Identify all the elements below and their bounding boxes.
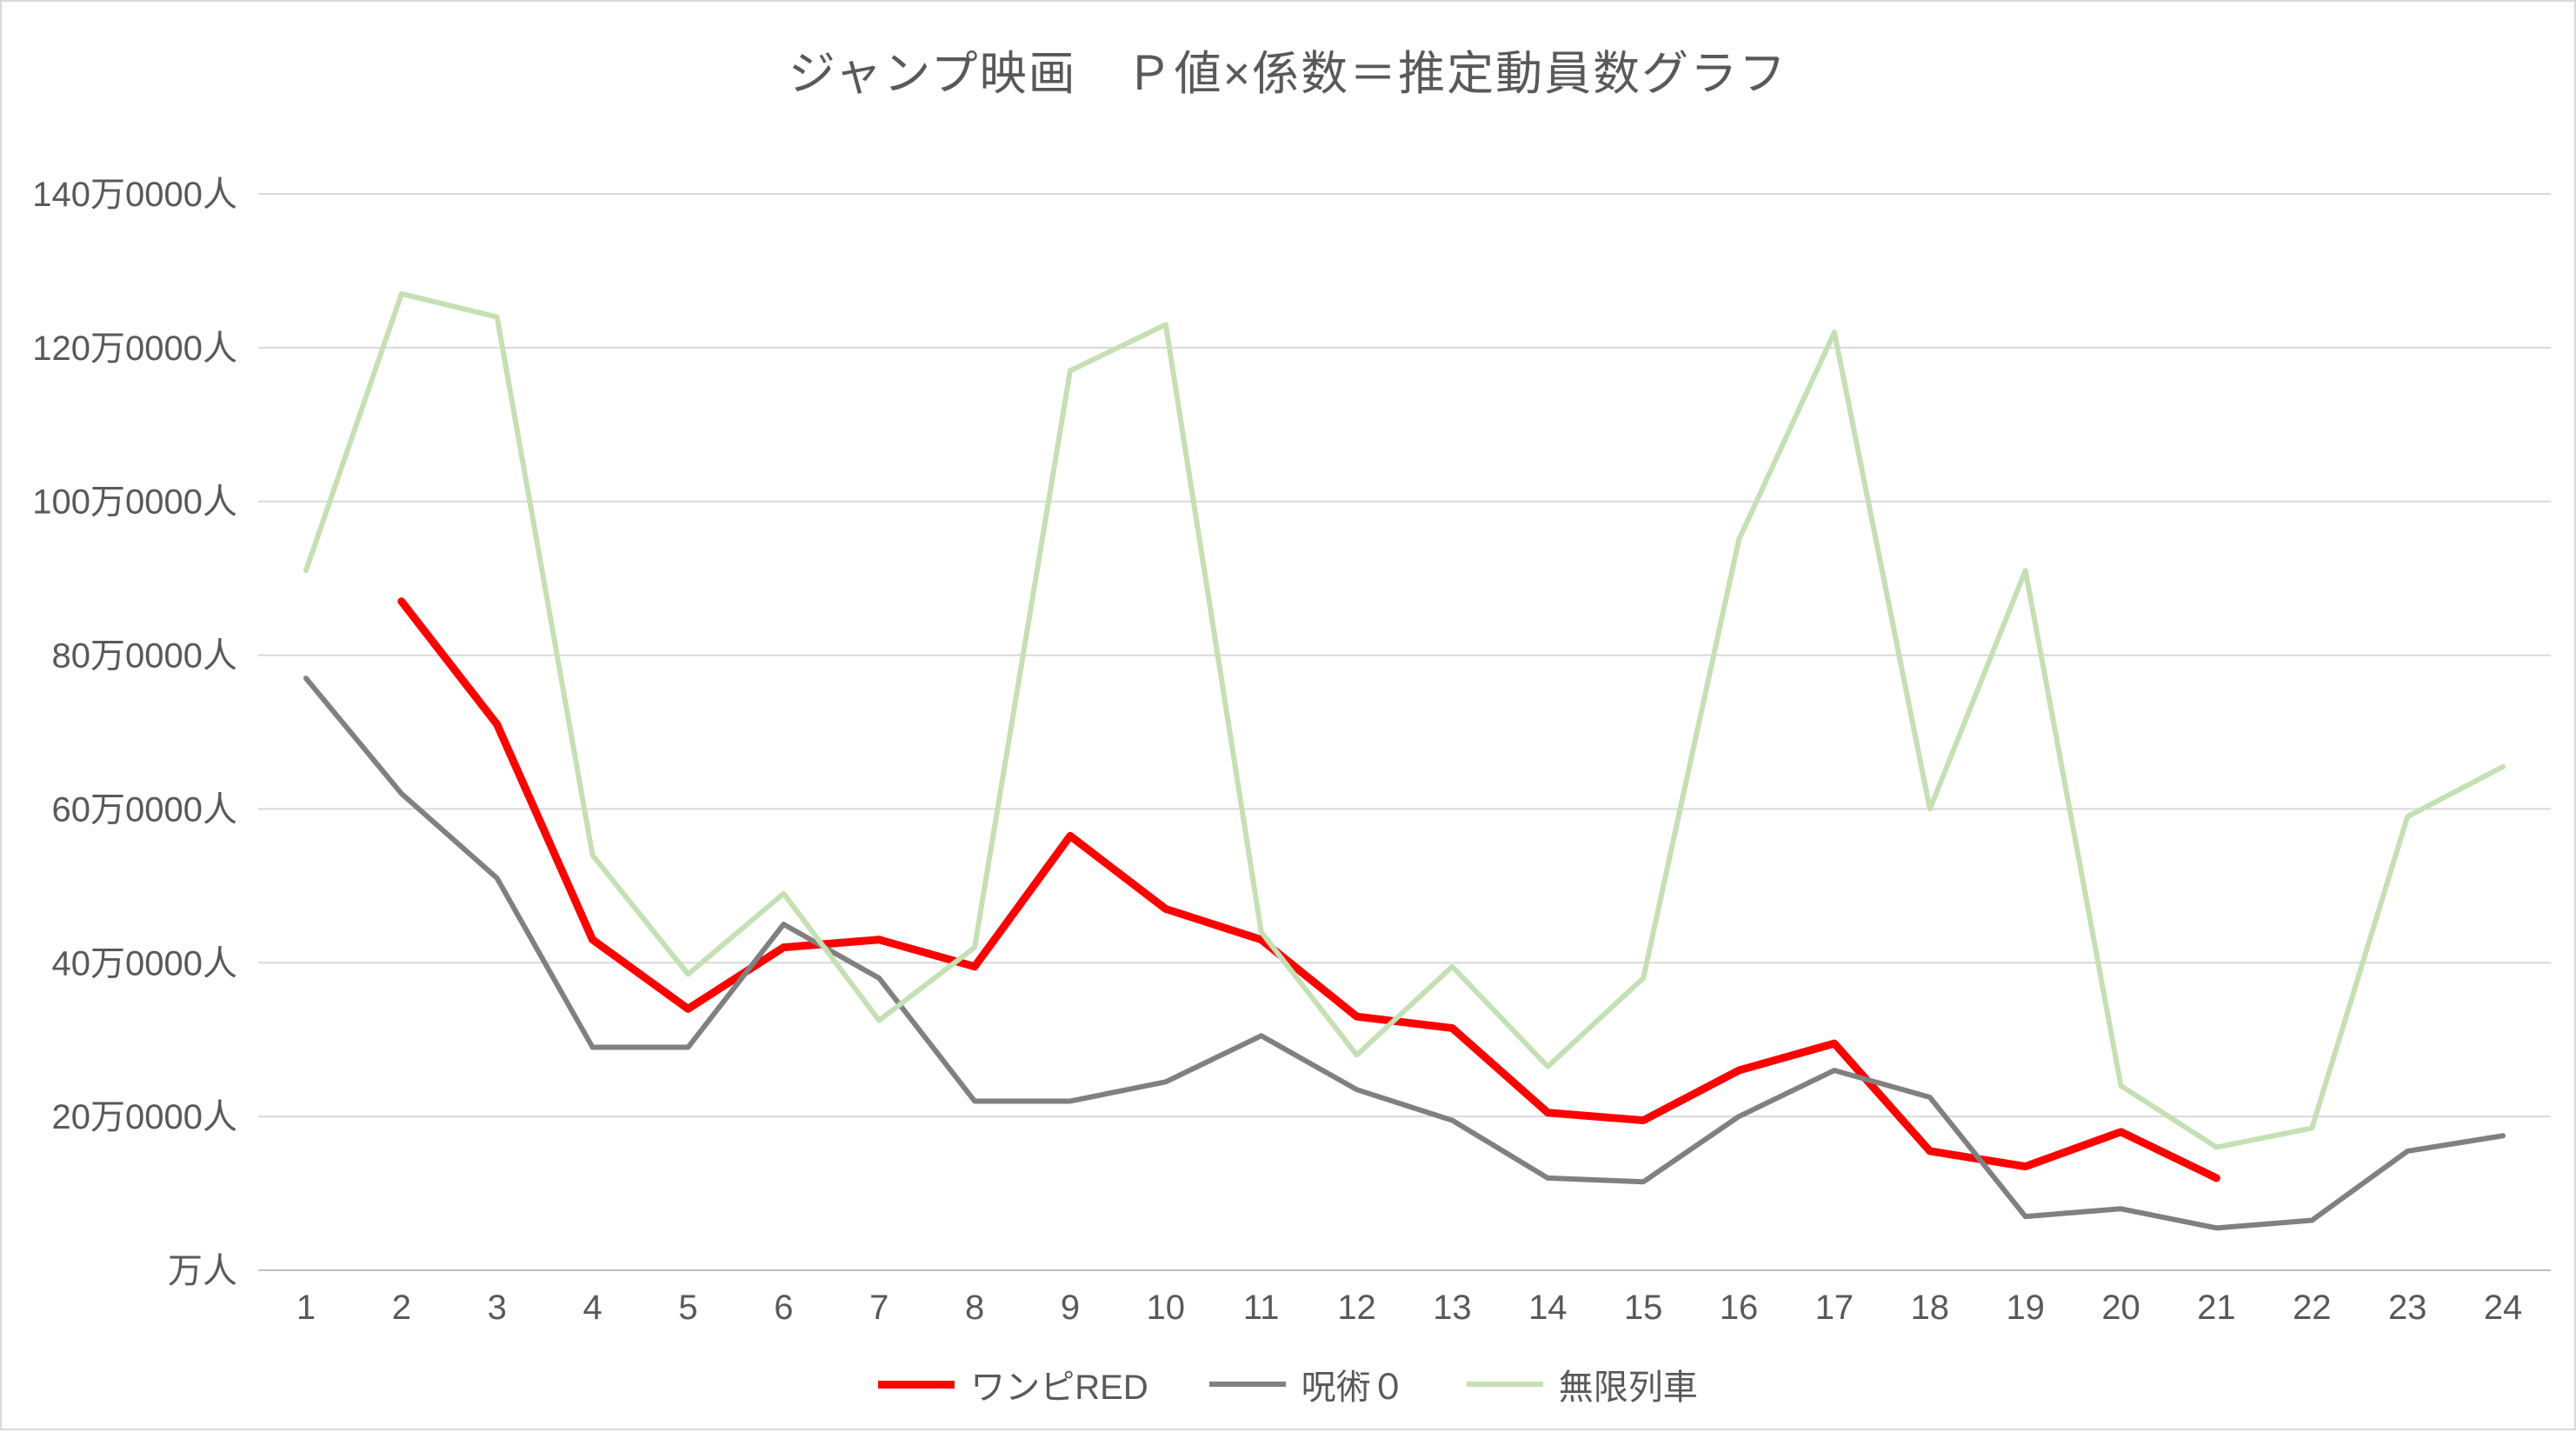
legend-label: 無限列車	[1558, 1369, 1698, 1407]
y-axis-label: 80万0000人	[52, 637, 237, 676]
x-axis-label: 10	[1147, 1289, 1186, 1327]
x-axis-label: 3	[488, 1289, 507, 1327]
legend-item-jujutsu-0: 呪術０	[1208, 1359, 1406, 1409]
x-axis-label: 1	[296, 1289, 316, 1327]
x-axis-label: 23	[2388, 1289, 2427, 1327]
x-axis-label: 15	[1624, 1289, 1663, 1327]
x-axis-label: 12	[1337, 1289, 1376, 1327]
y-axis-label: 100万0000人	[32, 483, 237, 522]
y-axis-label: 140万0000人	[32, 176, 237, 214]
x-axis-label: 9	[1061, 1289, 1080, 1327]
x-axis-label: 16	[1720, 1289, 1759, 1327]
y-axis-label: 万人	[168, 1252, 237, 1290]
legend-line-swatch	[1466, 1382, 1543, 1387]
x-axis-label: 22	[2293, 1289, 2332, 1327]
x-axis-label: 19	[2006, 1289, 2045, 1327]
x-axis-label: 21	[2197, 1289, 2236, 1327]
x-axis-label: 20	[2101, 1289, 2140, 1327]
x-axis-label: 4	[582, 1289, 602, 1327]
legend-label: 呪術０	[1301, 1369, 1406, 1407]
chart-legend: ワンピRED 呪術０ 無限列車	[2, 1359, 2574, 1409]
legend-line-swatch	[1208, 1382, 1286, 1387]
y-axis-label: 20万0000人	[52, 1098, 237, 1136]
legend-label: ワンピRED	[970, 1369, 1148, 1407]
legend-item-wanpi-red: ワンピRED	[878, 1359, 1148, 1409]
x-axis-label: 5	[678, 1289, 697, 1327]
legend-line-swatch	[878, 1380, 955, 1389]
x-axis-label: 6	[774, 1289, 793, 1327]
x-axis-label: 14	[1528, 1289, 1568, 1327]
x-axis-label: 7	[869, 1289, 889, 1327]
x-axis-label: 8	[965, 1289, 984, 1327]
series-line-wanpi-red	[397, 597, 2220, 1182]
y-axis-label: 120万0000人	[32, 330, 237, 368]
series-line-jujutsu-0	[303, 676, 2506, 1231]
x-axis-label: 24	[2484, 1289, 2523, 1327]
x-axis-label: 2	[392, 1289, 411, 1327]
x-axis-label: 13	[1433, 1289, 1472, 1327]
chart-title: ジャンプ映画 Ｐ値×係数＝推定動員数グラフ	[788, 48, 1788, 100]
x-axis-label: 18	[1911, 1289, 1950, 1327]
y-axis-label: 60万0000人	[52, 790, 237, 829]
legend-item-mugen-ressha: 無限列車	[1466, 1359, 1698, 1409]
x-axis-label: 17	[1815, 1289, 1854, 1327]
x-axis-label: 11	[1243, 1289, 1280, 1327]
y-axis-label: 40万0000人	[52, 944, 237, 982]
series-line-mugen-ressha	[303, 290, 2506, 1150]
